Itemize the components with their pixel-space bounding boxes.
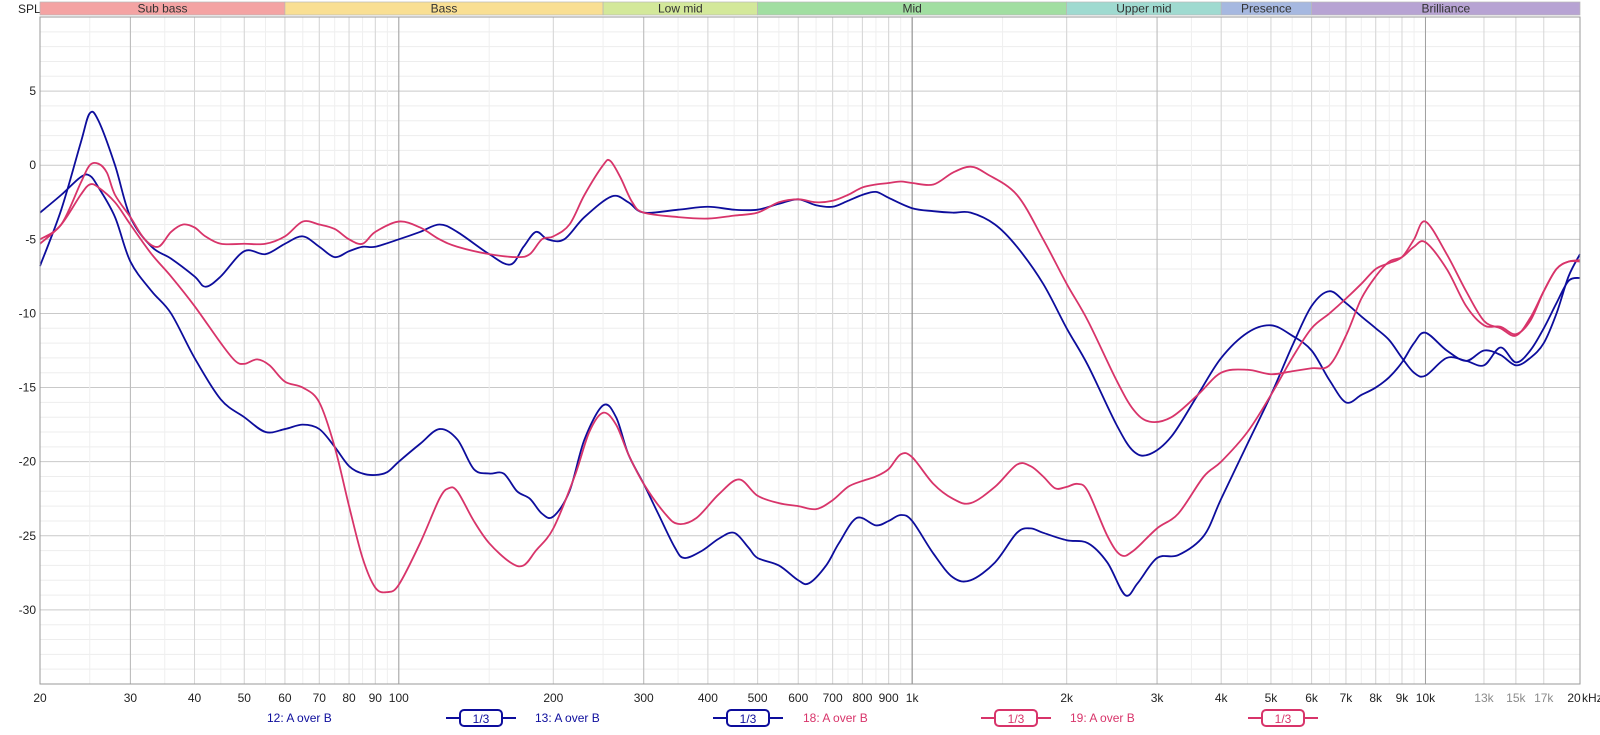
band-label: Sub bass — [137, 2, 187, 16]
smoothing-label: 1/3 — [1275, 712, 1292, 726]
x-tick-label: 17k — [1534, 691, 1554, 705]
x-unit-label: kHz — [1582, 691, 1600, 705]
x-tick-label: 7k — [1340, 691, 1354, 705]
x-axis-ticks: 20 30 40 50 60 70 80 90 100 200 300 400 500 600 700 800… — [33, 691, 1600, 705]
legend-label-12[interactable]: 12: A over B — [267, 711, 332, 725]
x-tick-label: 500 — [748, 691, 768, 705]
y-tick-label: -30 — [19, 603, 37, 617]
x-tick-label: 9k — [1396, 691, 1410, 705]
x-tick-label: 80 — [342, 691, 356, 705]
x-tick-label: 900 — [879, 691, 899, 705]
y-tick-label: 0 — [29, 158, 36, 172]
x-tick-label: 400 — [698, 691, 718, 705]
smoothing-label: 1/3 — [740, 712, 757, 726]
x-tick-label: 90 — [369, 691, 383, 705]
x-tick-label: 20 — [1567, 691, 1581, 705]
band-brilliance — [1311, 1, 1581, 16]
legend-label-13[interactable]: 13: A over B — [535, 711, 600, 725]
y-axis-label: SPL — [18, 2, 41, 16]
y-tick-label: -5 — [25, 232, 36, 246]
smoothing-label: 1/3 — [473, 712, 490, 726]
x-tick-label: 200 — [543, 691, 563, 705]
curves — [39, 110, 1581, 597]
x-tick-label: 30 — [124, 691, 138, 705]
y-tick-label: -15 — [19, 381, 37, 395]
band-label: Brilliance — [1421, 2, 1470, 16]
x-tick-label: 300 — [634, 691, 654, 705]
band-label: Presence — [1241, 2, 1292, 16]
x-tick-label: 60 — [278, 691, 292, 705]
x-tick-label: 8k — [1369, 691, 1383, 705]
x-tick-label: 70 — [313, 691, 327, 705]
y-tick-label: -10 — [19, 306, 37, 320]
grid-lines — [39, 16, 1581, 685]
x-tick-label: 1k — [906, 691, 920, 705]
plot-frame — [39, 16, 1581, 685]
smoothing-button-12[interactable]: 1/3 — [446, 708, 516, 728]
smoothing-button-13[interactable]: 1/3 — [713, 708, 783, 728]
curve-12 — [39, 110, 1581, 457]
smoothing-button-18[interactable]: 1/3 — [981, 708, 1051, 728]
band-label: Upper mid — [1116, 2, 1171, 16]
x-tick-label: 13k — [1474, 691, 1494, 705]
x-tick-label: 800 — [852, 691, 872, 705]
x-tick-label: 3k — [1151, 691, 1165, 705]
x-tick-label: 100 — [389, 691, 409, 705]
x-tick-label: 40 — [188, 691, 202, 705]
smoothing-button-19[interactable]: 1/3 — [1248, 708, 1318, 728]
x-tick-label: 50 — [238, 691, 252, 705]
frequency-band-bar: Sub bass Bass Low mid Mid Upper mid Presence B… — [39, 1, 1581, 16]
x-tick-label: 10k — [1416, 691, 1436, 705]
y-tick-label: 5 — [29, 84, 36, 98]
x-tick-label: 600 — [788, 691, 808, 705]
x-tick-label: 6k — [1305, 691, 1319, 705]
curve-18 — [39, 158, 1581, 423]
curve-19 — [39, 183, 1581, 594]
x-tick-label: 4k — [1215, 691, 1229, 705]
x-tick-label: 700 — [823, 691, 843, 705]
smoothing-label: 1/3 — [1008, 712, 1025, 726]
x-tick-label: 5k — [1265, 691, 1279, 705]
x-tick-label: 20 — [33, 691, 47, 705]
band-label: Bass — [431, 2, 458, 16]
curve-13 — [39, 173, 1581, 597]
legend-label-18[interactable]: 18: A over B — [803, 711, 868, 725]
band-label: Low mid — [658, 2, 703, 16]
x-tick-label: 15k — [1506, 691, 1526, 705]
band-label: Mid — [902, 2, 921, 16]
x-tick-label: 2k — [1060, 691, 1074, 705]
y-tick-label: -25 — [19, 529, 37, 543]
legend-label-19[interactable]: 19: A over B — [1070, 711, 1135, 725]
y-axis-ticks: 5 0 -5 -10 -15 -20 -25 -30 — [19, 84, 37, 617]
y-tick-label: -20 — [19, 455, 37, 469]
